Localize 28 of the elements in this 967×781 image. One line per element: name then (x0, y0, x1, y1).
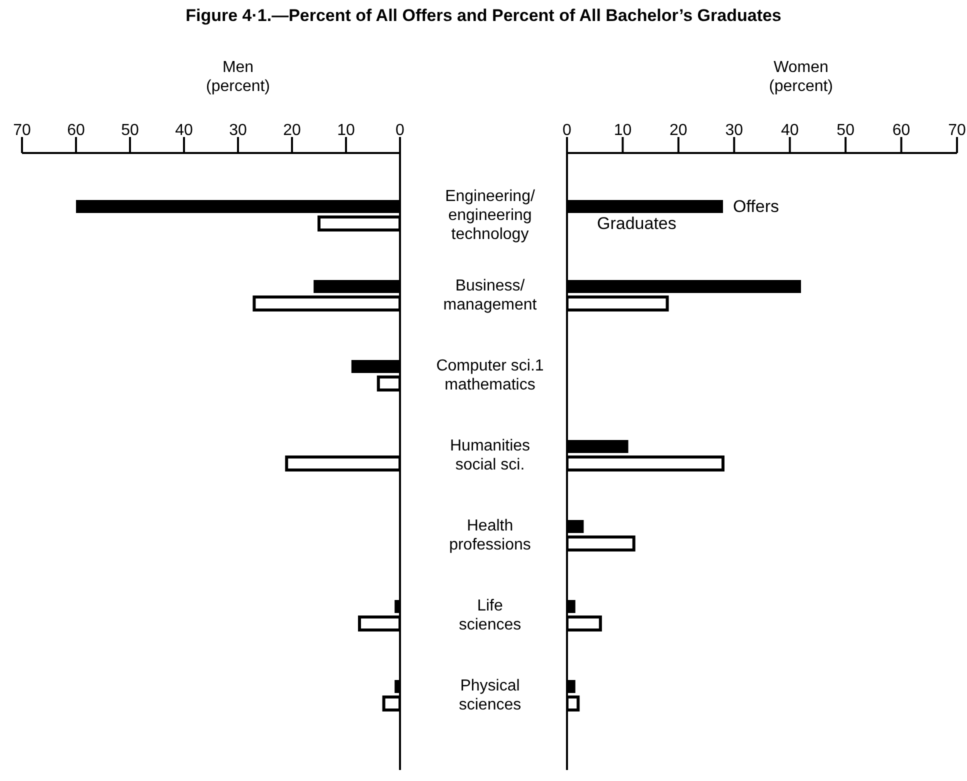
x-tick-label: 70 (13, 122, 31, 139)
x-axis-title: Men (percent) (204, 58, 272, 96)
y-tick-label: Business/ management (443, 277, 538, 313)
x-tick-label: 0 (562, 122, 572, 139)
x-tick-label: 40 (780, 122, 799, 139)
y-tick-label: Engineering/ engineering technology (445, 188, 536, 242)
x-tick-label: 50 (836, 122, 855, 139)
x-axis-title: Women (percent) (768, 58, 834, 96)
x-tick-label: 20 (670, 122, 688, 139)
text: Figure 4·1.—Percent of All Offers and Percent of All Bachelor’s Graduates (184, 6, 782, 26)
x-tick-label: 20 (283, 122, 301, 139)
y-tick-label: Computer sci.1 mathematics (436, 357, 544, 393)
y-tick-label: Humanities social sci. (450, 437, 530, 473)
series-label: Offers (733, 196, 779, 216)
y-tick-label: Health professions (449, 517, 531, 553)
x-tick-label: 10 (337, 122, 355, 139)
x-tick-label: 10 (614, 122, 632, 139)
y-tick-label: Physical sciences (458, 677, 522, 713)
x-tick-label: 40 (175, 122, 193, 139)
x-tick-label: 60 (892, 122, 910, 139)
text: Graduates (597, 214, 676, 234)
x-tick-label: 0 (396, 122, 405, 139)
x-tick-label: 50 (121, 122, 139, 139)
x-tick-label: 30 (229, 122, 247, 139)
x-tick-label: 60 (67, 122, 85, 139)
x-tick-label: 70 (948, 122, 966, 139)
x-tick-label: 30 (725, 122, 744, 139)
y-tick-label: Life sciences (458, 597, 522, 633)
